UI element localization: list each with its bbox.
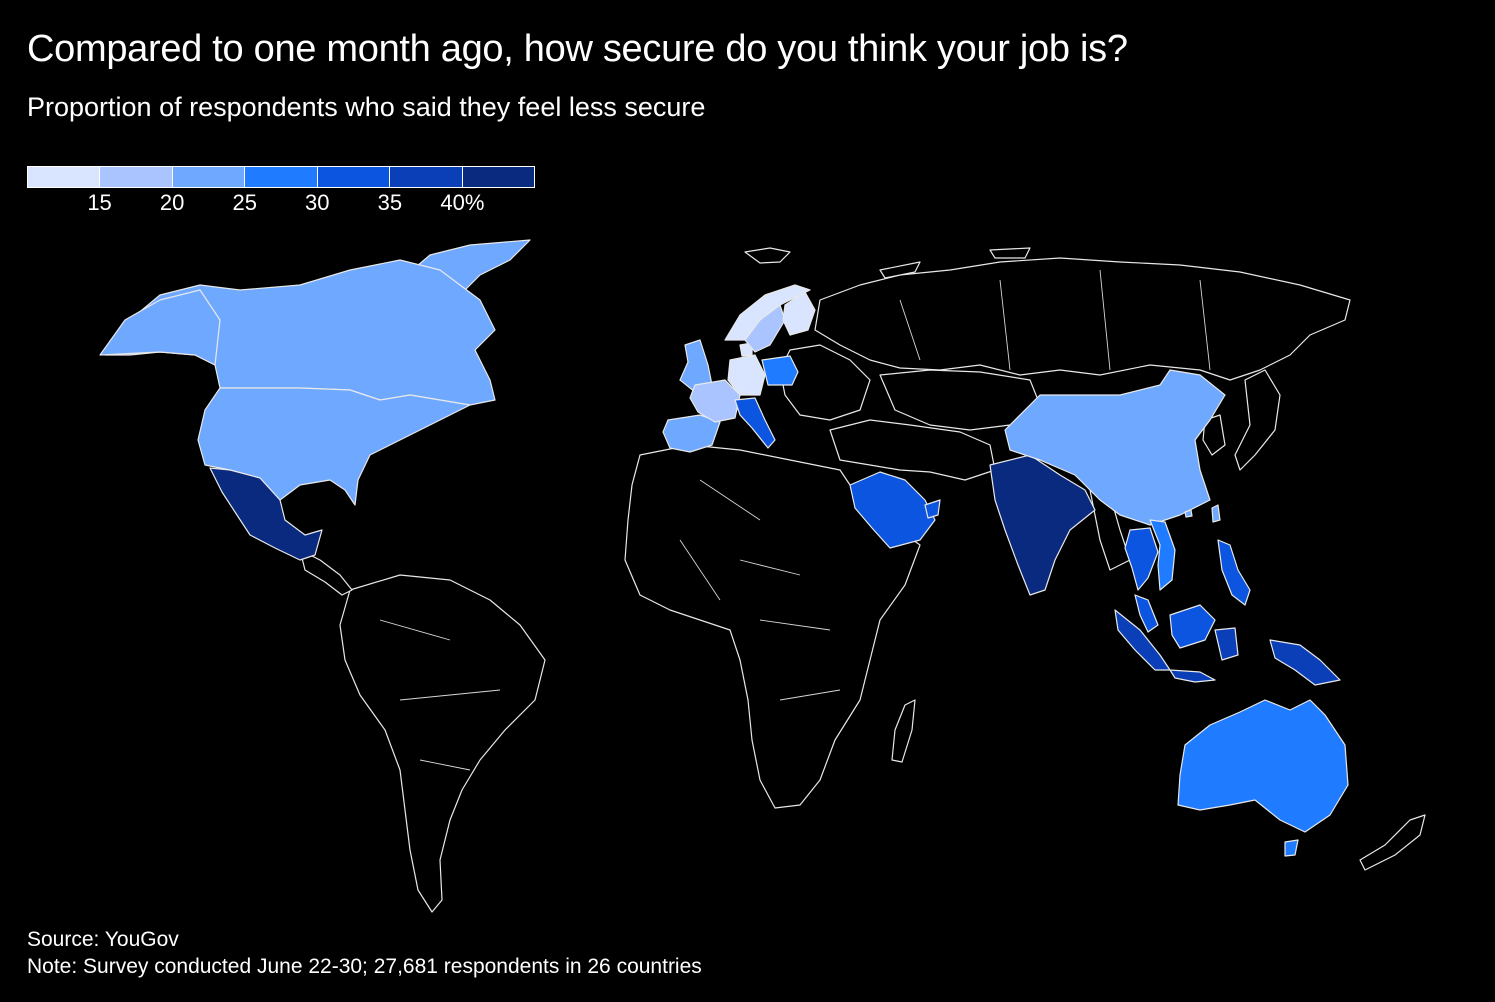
color-legend: 15 20 25 30 35 40% bbox=[27, 166, 537, 215]
legend-swatch bbox=[100, 167, 173, 187]
legend-swatch bbox=[317, 167, 391, 187]
legend-color-bar bbox=[27, 166, 535, 188]
country-alaska bbox=[99, 289, 221, 366]
land-middle-east bbox=[829, 419, 996, 481]
border-lines-south-america bbox=[379, 619, 501, 771]
legend-swatch bbox=[245, 167, 318, 187]
legend-swatch bbox=[390, 167, 463, 187]
border-lines-asia bbox=[899, 269, 1211, 371]
land-russia bbox=[814, 257, 1351, 381]
country-saudi-arabia bbox=[849, 471, 936, 549]
land-madagascar bbox=[891, 699, 916, 763]
chart-subtitle: Proportion of respondents who said they … bbox=[27, 92, 706, 122]
land-korea bbox=[1202, 414, 1226, 456]
legend-tick-label: 30 bbox=[305, 190, 330, 215]
land-japan bbox=[1234, 369, 1281, 471]
country-tasmania bbox=[1284, 839, 1299, 857]
land-south-america bbox=[339, 574, 546, 913]
country-australia bbox=[1177, 699, 1349, 833]
country-poland bbox=[761, 355, 799, 386]
country-india bbox=[989, 454, 1096, 596]
legend-tick-label: 20 bbox=[159, 190, 185, 215]
country-germany bbox=[727, 354, 766, 396]
country-italy bbox=[734, 397, 776, 449]
legend-swatch bbox=[462, 167, 534, 187]
source-note: Source: YouGov bbox=[27, 928, 179, 951]
country-united-states bbox=[197, 387, 471, 506]
land-central-america bbox=[299, 549, 353, 596]
legend-swatch bbox=[172, 167, 246, 187]
country-taiwan bbox=[1211, 504, 1221, 523]
country-finland bbox=[782, 291, 816, 336]
world-choropleth-map bbox=[99, 239, 1426, 913]
chart-title: Compared to one month ago, how secure do… bbox=[27, 28, 1128, 70]
land-new-zealand bbox=[1359, 814, 1426, 871]
country-indonesia bbox=[1114, 609, 1341, 686]
legend-tick-label: 40% bbox=[440, 190, 485, 215]
legend-tick-label: 35 bbox=[377, 190, 403, 215]
country-france bbox=[689, 379, 741, 423]
country-vietnam bbox=[1149, 519, 1176, 591]
country-hong-kong bbox=[1184, 509, 1193, 518]
country-philippines bbox=[1217, 539, 1251, 606]
country-spain bbox=[662, 414, 721, 453]
border-lines-africa bbox=[679, 479, 841, 701]
country-uae bbox=[924, 499, 941, 519]
legend-tick-label: 15 bbox=[87, 190, 112, 215]
country-thailand bbox=[1124, 527, 1159, 591]
land-iceland bbox=[744, 247, 791, 264]
legend-tick-label: 25 bbox=[232, 190, 257, 215]
legend-swatch bbox=[28, 167, 101, 187]
survey-note: Note: Survey conducted June 22-30; 27,68… bbox=[27, 955, 702, 978]
country-mexico bbox=[209, 467, 323, 561]
land-arctic-islands bbox=[879, 247, 1031, 279]
country-china bbox=[1004, 369, 1226, 526]
country-malaysia bbox=[1134, 594, 1216, 649]
